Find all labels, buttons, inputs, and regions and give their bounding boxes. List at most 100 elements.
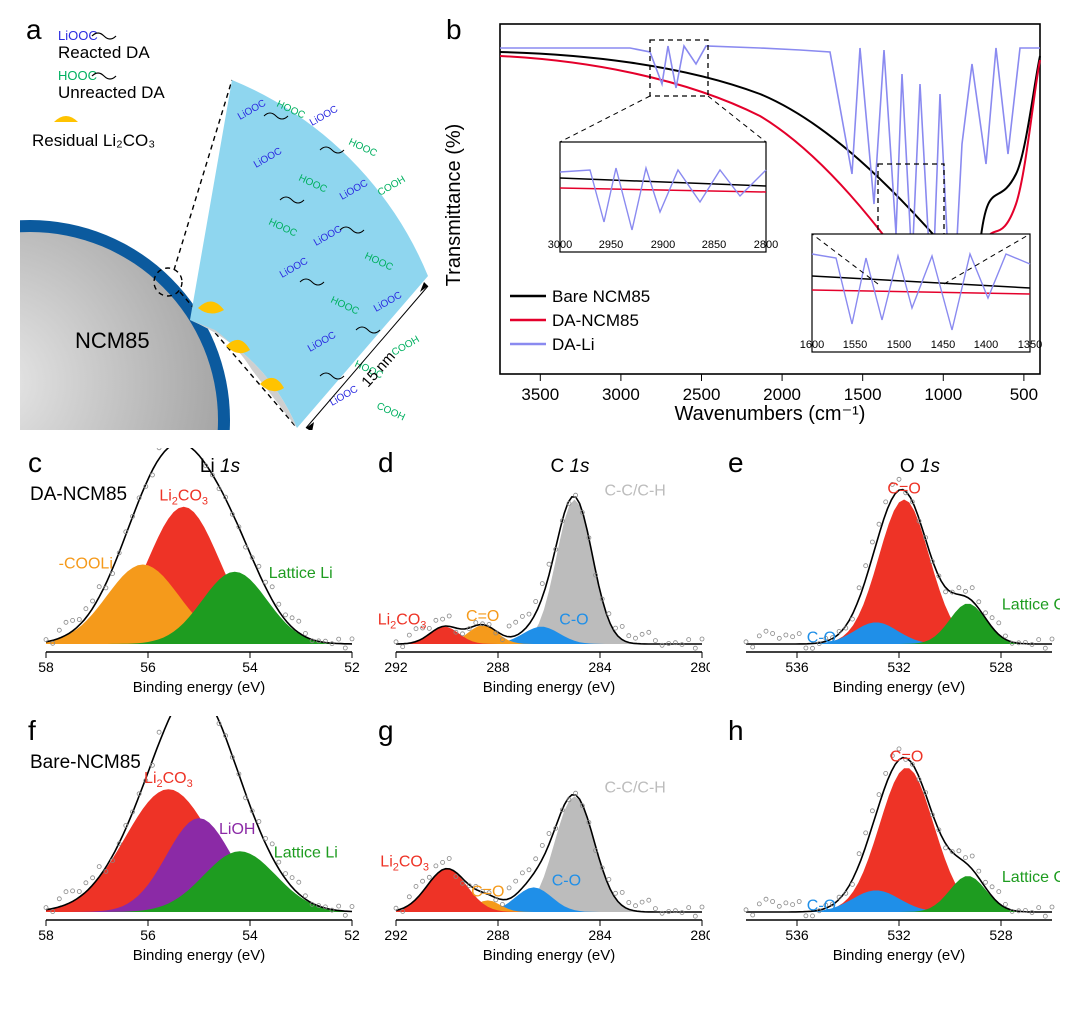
svg-text:280: 280 — [690, 659, 710, 675]
svg-text:C-C/C-H: C-C/C-H — [605, 483, 666, 500]
svg-text:c: c — [28, 448, 42, 478]
svg-text:COOH: COOH — [375, 401, 407, 424]
svg-text:3000: 3000 — [602, 385, 640, 404]
svg-text:1550: 1550 — [843, 339, 867, 351]
svg-text:500: 500 — [1010, 385, 1038, 404]
svg-text:56: 56 — [140, 927, 156, 943]
svg-text:528: 528 — [989, 659, 1013, 675]
svg-text:52: 52 — [344, 927, 360, 943]
panel-b-xlabel: Wavenumbers (cm⁻¹) — [675, 403, 866, 425]
svg-text:292: 292 — [384, 659, 408, 675]
svg-text:-COOLi: -COOLi — [59, 556, 113, 573]
svg-text:1000: 1000 — [924, 385, 962, 404]
panel-a: a LiOOC Reacted DA HOOC Unreacted DA Res… — [20, 10, 430, 430]
svg-text:h: h — [728, 716, 744, 746]
svg-text:280: 280 — [690, 927, 710, 943]
panel-b-xticks: 3500 3000 2500 2000 1500 1000 500 — [521, 374, 1038, 404]
panel-d: dC 1s292288284280Binding energy (eV)C-C/… — [370, 448, 710, 698]
svg-text:3500: 3500 — [521, 385, 559, 404]
svg-text:C=O: C=O — [471, 883, 504, 900]
svg-text:Binding energy (eV): Binding energy (eV) — [133, 947, 266, 964]
svg-text:56: 56 — [140, 659, 156, 675]
svg-text:288: 288 — [486, 659, 510, 675]
svg-text:e: e — [728, 448, 744, 478]
svg-text:Binding energy (eV): Binding energy (eV) — [483, 679, 616, 696]
svg-text:Binding energy (eV): Binding energy (eV) — [833, 679, 966, 696]
svg-text:LiOOC: LiOOC — [308, 104, 340, 129]
svg-text:C-O: C-O — [559, 612, 588, 629]
ncm-core-label: NCM85 — [75, 328, 150, 353]
svg-text:528: 528 — [989, 927, 1013, 943]
panel-h: h536532528Binding energy (eV)C=OC-OLatti… — [720, 716, 1060, 966]
panel-letter-b: b — [446, 14, 462, 46]
svg-text:2950: 2950 — [599, 239, 623, 251]
svg-text:284: 284 — [588, 927, 612, 943]
svg-text:O 1s: O 1s — [900, 456, 941, 477]
svg-text:C-O: C-O — [807, 629, 836, 646]
svg-text:58: 58 — [38, 927, 54, 943]
svg-text:2800: 2800 — [754, 239, 778, 251]
svg-text:Binding energy (eV): Binding energy (eV) — [833, 947, 966, 964]
svg-text:Li2CO3: Li2CO3 — [380, 854, 429, 874]
svg-text:C 1s: C 1s — [550, 456, 590, 477]
panel-b-ylabel: Transmittance (%) — [443, 124, 465, 287]
legend-b-da-li: DA-Li — [552, 335, 595, 354]
legend-swatch-li2co3 — [54, 116, 78, 122]
svg-text:Lattice O: Lattice O — [1002, 597, 1060, 614]
svg-text:Li2CO3: Li2CO3 — [378, 612, 427, 632]
panel-g: g 292 288 284 280 Binding energy (eV) C-C/C-H C… — [370, 716, 710, 966]
svg-text:C-O: C-O — [552, 872, 581, 889]
svg-text:2900: 2900 — [651, 239, 675, 251]
svg-text:2500: 2500 — [683, 385, 721, 404]
svg-text:288: 288 — [486, 927, 510, 943]
svg-text:C=O: C=O — [887, 481, 920, 498]
legend-reacted: Reacted DA — [58, 43, 150, 62]
legend-hooc-prefix: HOOC — [58, 68, 97, 83]
panel-f: fBare-NCM8558565452Binding energy (eV)Li… — [20, 716, 360, 966]
svg-text:Binding energy (eV): Binding energy (eV) — [483, 947, 616, 964]
svg-text:1500: 1500 — [844, 385, 882, 404]
svg-text:532: 532 — [887, 927, 911, 943]
svg-text:LiOH: LiOH — [219, 821, 255, 838]
svg-text:Li2CO3: Li2CO3 — [144, 770, 193, 790]
svg-text:3000: 3000 — [548, 239, 572, 251]
svg-text:52: 52 — [344, 659, 360, 675]
svg-text:2850: 2850 — [702, 239, 726, 251]
svg-text:58: 58 — [38, 659, 54, 675]
panel-c: cDA-NCM85Li 1s58565452Binding energy (eV… — [20, 448, 360, 698]
svg-text:Li 1s: Li 1s — [200, 456, 241, 477]
legend-b-da-ncm: DA-NCM85 — [552, 311, 639, 330]
panel-letter-a: a — [26, 14, 42, 46]
svg-text:536: 536 — [785, 927, 809, 943]
zoom-wedge: LiOOC HOOC LiOOC HOOC LiOOC HOOC LiOOC C… — [190, 80, 428, 430]
svg-text:54: 54 — [242, 659, 258, 675]
legend-b-bare: Bare NCM85 — [552, 287, 650, 306]
panel-e: eO 1s536532528Binding energy (eV)C=OC-OL… — [720, 448, 1060, 698]
svg-text:2000: 2000 — [763, 385, 801, 404]
svg-text:COOH: COOH — [390, 334, 421, 359]
svg-text:C-C/C-H: C-C/C-H — [605, 779, 666, 796]
svg-text:C=O: C=O — [466, 608, 499, 625]
svg-text:1600: 1600 — [800, 339, 824, 351]
legend-residual: Residual Li₂CO₃ — [32, 131, 155, 150]
svg-text:284: 284 — [588, 659, 612, 675]
svg-text:Bare-NCM85: Bare-NCM85 — [30, 752, 141, 773]
svg-text:54: 54 — [242, 927, 258, 943]
legend-unreacted: Unreacted DA — [58, 83, 165, 102]
figure-wrap: a LiOOC Reacted DA HOOC Unreacted DA Res… — [0, 0, 1080, 986]
svg-text:1400: 1400 — [974, 339, 998, 351]
svg-text:C=O: C=O — [890, 749, 923, 766]
svg-text:HOOC: HOOC — [347, 137, 379, 160]
svg-text:1350: 1350 — [1018, 339, 1042, 351]
svg-text:1500: 1500 — [887, 339, 911, 351]
svg-text:Lattice Li: Lattice Li — [269, 565, 333, 582]
svg-text:Li2CO3: Li2CO3 — [159, 488, 208, 508]
svg-text:C-O: C-O — [807, 897, 836, 914]
svg-text:532: 532 — [887, 659, 911, 675]
svg-text:COOH: COOH — [376, 174, 407, 199]
svg-text:1450: 1450 — [931, 339, 955, 351]
svg-text:g: g — [378, 716, 394, 746]
svg-text:Lattice Li: Lattice Li — [274, 844, 338, 861]
svg-text:DA-NCM85: DA-NCM85 — [30, 484, 127, 505]
svg-text:292: 292 — [384, 927, 408, 943]
